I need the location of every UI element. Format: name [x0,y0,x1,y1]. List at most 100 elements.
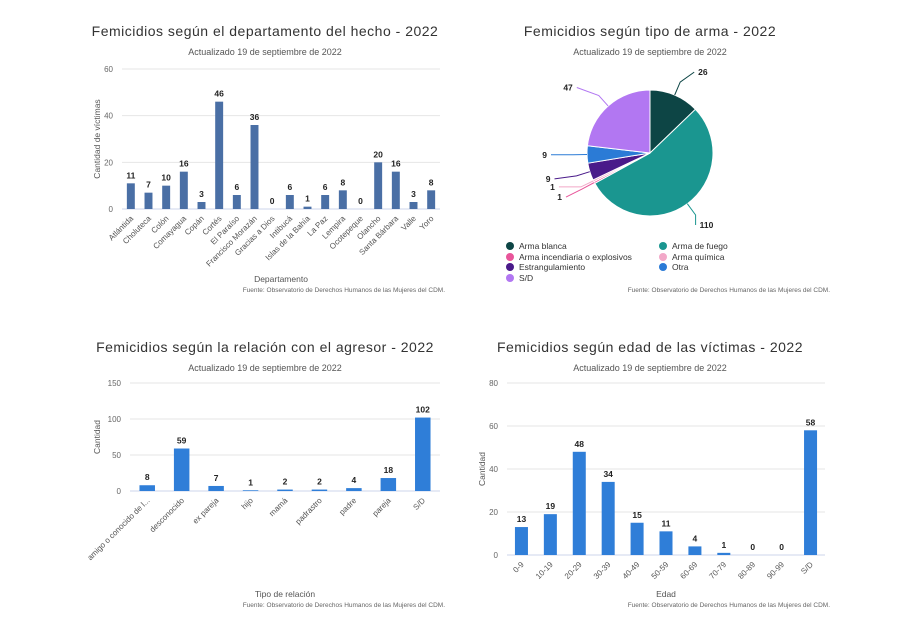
legend-label: Arma incendiaria o explosivos [519,251,632,262]
chart-subtitle: Actualizado 19 de septiembre de 2022 [573,363,727,373]
legend-item[interactable]: S/D [506,273,533,283]
bar [126,183,135,209]
chart-relacion-agresor: Femicidios según la relación con el agre… [85,336,445,616]
data-label: 8 [340,177,345,187]
legend-swatch [506,273,514,282]
chart-title: Femicidios según el departamento del hec… [91,23,439,39]
data-label: 58 [806,417,816,427]
chart-tipo-arma: Femicidios según tipo de arma - 2022 Act… [470,20,830,300]
connector-line [674,71,695,96]
data-label: 102 [416,405,430,415]
x-tick-label: padrastro [294,496,325,527]
chart-edad-victimas: Femicidios según edad de las víctimas - … [470,336,830,616]
chart-legend: Arma blanca Arma de fuego Arma incendiaria… [506,241,806,283]
y-tick-label: 60 [489,422,498,431]
bar [215,101,224,209]
data-label: 7 [214,473,219,483]
bar [409,202,418,209]
data-label: 1 [721,540,726,550]
chart-subtitle: Actualizado 19 de septiembre de 2022 [573,47,727,57]
legend-item[interactable]: Otra [659,262,689,272]
legend-item[interactable]: Arma incendiaria o explosivos [506,252,632,262]
x-tick-label: 60-69 [678,560,699,581]
legend-item[interactable]: Arma de fuego [659,241,728,251]
x-tick-label: pareja [371,496,393,518]
chart-credit: Fuente: Observatorio de Derechos Humanos… [627,602,830,609]
legend-item[interactable]: Estrangulamiento [506,262,585,272]
chart-subtitle: Actualizado 19 de septiembre de 2022 [188,363,342,373]
data-label: 3 [199,189,204,199]
data-label: 1 [557,192,562,202]
legend-swatch [506,263,514,271]
bar [321,195,330,209]
data-label: 8 [429,177,434,187]
data-label: 59 [177,436,187,446]
chart-credit: Fuente: Observatorio de Derechos Humanos… [242,287,445,294]
bar [208,485,224,491]
bar [688,546,702,555]
x-tick-label: 90-99 [765,560,786,581]
x-tick-label: amigo o conocido de l... [86,496,152,562]
bar [311,489,328,491]
x-tick-label: Valle [399,214,418,233]
x-tick-label: 20-29 [563,560,584,581]
data-label: 0 [270,196,275,206]
data-label: 2 [283,477,288,487]
bar [572,451,586,555]
legend-item[interactable]: Arma blanca [506,241,567,251]
chart-plot: 0 50 100 150 8 amigo o conocido de l... 59 desc… [86,379,440,599]
y-tick-label: 80 [489,379,498,388]
bar [242,490,259,491]
data-label: 47 [563,82,573,92]
legend-item[interactable]: Arma química [659,252,724,262]
bar [601,481,615,555]
chart-plot: 020406011Atlántida7Choluteca10Colón16Com… [92,65,440,284]
data-label: 8 [145,472,150,482]
data-label: 16 [179,159,189,169]
bar [427,190,436,209]
bar [250,125,259,209]
chart-title: Femicidios según la relación con el agre… [96,339,434,355]
x-tick-label: 40-49 [621,560,642,581]
data-label: 15 [632,510,642,520]
bar [144,192,153,209]
x-tick-label: S/D [799,560,815,576]
data-label: 19 [546,501,556,511]
data-label: 11 [126,170,135,180]
x-tick-label: 0-9 [511,560,526,575]
data-label: 4 [693,533,698,543]
chart-plot: 020406080130-91910-194820-293430-391540-… [477,379,825,599]
connector-line [565,182,595,198]
x-tick-label: 10-19 [534,560,555,581]
data-label: 0 [750,542,755,552]
data-label: 1 [248,477,253,487]
connector-line [558,180,594,188]
legend-swatch [659,242,667,250]
data-label: 1 [305,194,310,204]
data-label: 7 [146,180,151,190]
bar [543,514,557,555]
x-tick-label: 70-79 [707,560,728,581]
x-axis-label: Edad [656,589,676,599]
chart-title: Femicidios según edad de las víctimas - … [496,339,804,355]
x-tick-label: S/D [411,496,427,512]
data-label: 11 [662,518,671,528]
x-tick-label: desconocido [148,496,187,535]
y-tick-label: 60 [104,65,113,74]
y-axis-label: Cantidad [92,420,102,454]
bar [232,195,241,209]
x-tick-label: 80-89 [736,560,757,581]
data-label: 3 [411,189,416,199]
data-label: 34 [603,469,613,479]
y-tick-label: 0 [494,551,499,560]
pie-slice [594,108,714,217]
data-label: 6 [234,182,239,192]
bar [346,488,362,491]
x-tick-label: 50-59 [650,560,671,581]
legend-label: S/D [519,272,534,283]
y-tick-label: 40 [489,465,498,474]
bar [391,171,400,209]
legend-swatch [506,242,514,250]
y-tick-label: 20 [489,508,498,517]
bar [162,185,171,209]
